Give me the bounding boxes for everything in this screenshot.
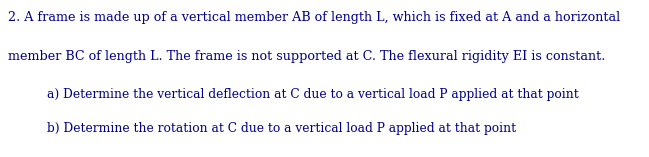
Text: a) Determine the vertical deflection at C due to a vertical load P applied at th: a) Determine the vertical deflection at …: [47, 88, 578, 101]
Text: 2. A frame is made up of a vertical member AB of length L, which is fixed at A a: 2. A frame is made up of a vertical memb…: [8, 11, 620, 24]
Text: b) Determine the rotation at C due to a vertical load P applied at that point: b) Determine the rotation at C due to a …: [47, 122, 516, 135]
Text: member BC of length L. The frame is not supported at C. The flexural rigidity EI: member BC of length L. The frame is not …: [8, 50, 605, 63]
